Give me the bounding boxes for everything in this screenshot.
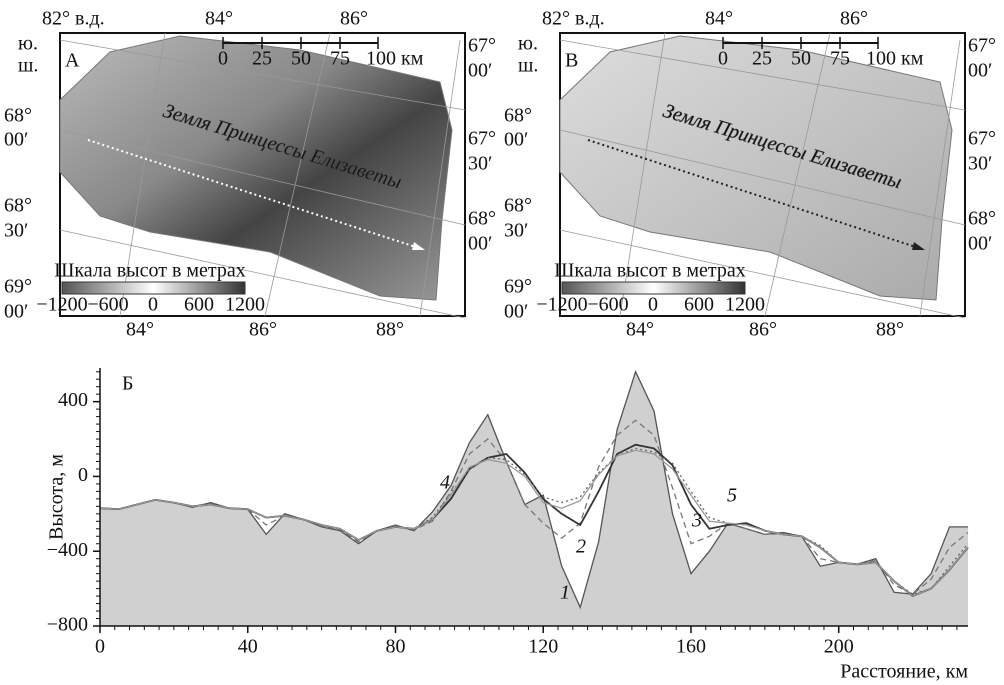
right-label: 00′ [968, 233, 992, 255]
right-label: 67° [468, 35, 496, 57]
scale-label: 50 [791, 48, 811, 70]
legend-tick: 600 [684, 294, 714, 316]
legend-tick: 1200 [725, 294, 765, 316]
x-tick-label: 160 [676, 636, 706, 658]
legend-tick: 0 [148, 294, 158, 316]
top-label: 86° [340, 8, 368, 30]
y-tick-label: 0 [78, 464, 88, 486]
top-label: 82° в.д. [542, 8, 605, 30]
x-tick-label: 120 [528, 636, 558, 658]
x-tick-label: 80 [385, 636, 405, 658]
x-axis-label: Расстояние, км [840, 661, 968, 683]
left-label: ю. [518, 33, 538, 55]
right-label: 68° [968, 208, 996, 230]
left-label: ю. [18, 33, 38, 55]
right-label: 00′ [968, 60, 992, 82]
right-label: 68° [468, 208, 496, 230]
scale-label: 0 [718, 48, 728, 70]
top-label: 84° [705, 8, 733, 30]
legend-tick: −1200 [36, 294, 87, 316]
y-axis-label: Высота, м [46, 454, 68, 540]
left-label: ш. [518, 55, 538, 77]
bottom-label: 84° [126, 319, 154, 341]
scale-label: 75 [830, 48, 850, 70]
left-label: 00′ [4, 301, 28, 323]
left-label: 30′ [504, 220, 528, 242]
legend-bar [62, 282, 245, 294]
terrain-area [100, 372, 968, 626]
left-label: 00′ [504, 129, 528, 151]
y-tick-label: −400 [47, 539, 88, 561]
legend-tick: −600 [87, 294, 128, 316]
figure: Земля Принцессы ЕлизаветыА82° в.д.84°86°… [0, 0, 1004, 685]
left-label: 69° [504, 276, 532, 298]
legend-tick: 1200 [225, 294, 265, 316]
y-tick-label: −800 [47, 614, 88, 636]
right-label: 30′ [968, 153, 992, 175]
left-label: 68° [504, 195, 532, 217]
right-label: 67° [968, 128, 996, 150]
panel-label: А [65, 50, 80, 72]
scale-label: 25 [752, 48, 772, 70]
right-label: 67° [468, 128, 496, 150]
legend-title: Шкала высот в метрах [554, 260, 746, 282]
top-label: 84° [205, 8, 233, 30]
right-label: 30′ [468, 153, 492, 175]
curve-label: 5 [727, 485, 737, 507]
top-label: 82° в.д. [42, 8, 105, 30]
left-label: 00′ [4, 129, 28, 151]
bottom-label: 86° [749, 319, 777, 341]
scale-label: 0 [218, 48, 228, 70]
legend-tick: −600 [587, 294, 628, 316]
legend-bar [562, 282, 745, 294]
scale-label: 25 [252, 48, 272, 70]
curve-label: 2 [576, 536, 586, 558]
legend-tick: 600 [184, 294, 214, 316]
right-label: 00′ [468, 60, 492, 82]
left-label: ш. [18, 55, 38, 77]
left-label: 69° [4, 276, 32, 298]
left-label: 00′ [504, 301, 528, 323]
curve-label: 1 [560, 582, 570, 604]
legend-title: Шкала высот в метрах [54, 260, 246, 282]
x-tick-label: 200 [824, 636, 854, 658]
y-tick-label: 400 [58, 389, 88, 411]
bottom-label: 88° [876, 319, 904, 341]
legend-tick: −1200 [536, 294, 587, 316]
x-tick-label: 0 [95, 636, 105, 658]
left-label: 30′ [4, 220, 28, 242]
right-label: 67° [968, 35, 996, 57]
left-label: 68° [4, 105, 32, 127]
x-tick-label: 40 [238, 636, 258, 658]
scale-label: 100 км [366, 48, 424, 70]
legend-tick: 0 [648, 294, 658, 316]
left-label: 68° [504, 105, 532, 127]
right-label: 00′ [468, 233, 492, 255]
panel-label: В [565, 50, 578, 72]
top-label: 86° [840, 8, 868, 30]
panel-label: Б [122, 373, 133, 395]
bottom-label: 88° [376, 319, 404, 341]
scale-label: 75 [330, 48, 350, 70]
left-label: 68° [4, 195, 32, 217]
bottom-label: 84° [626, 319, 654, 341]
curve-label: 4 [440, 472, 450, 494]
curve-label: 3 [691, 510, 702, 532]
bottom-label: 86° [249, 319, 277, 341]
scale-label: 100 км [866, 48, 924, 70]
scale-label: 50 [291, 48, 311, 70]
